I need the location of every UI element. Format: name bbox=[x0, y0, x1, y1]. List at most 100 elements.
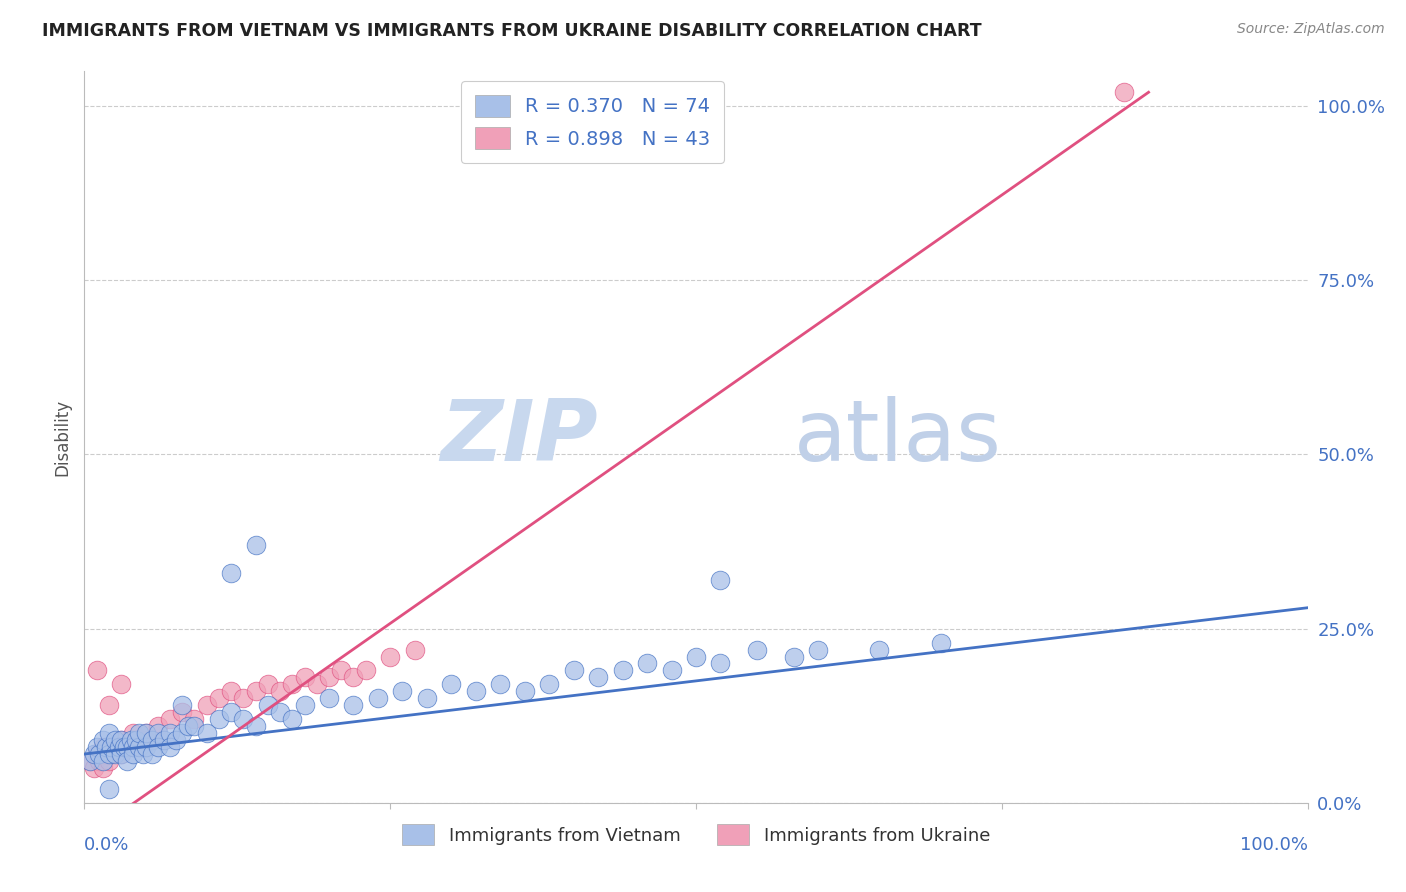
Point bbox=[269, 705, 291, 719]
Point bbox=[146, 726, 169, 740]
Point bbox=[318, 670, 340, 684]
Point bbox=[91, 754, 114, 768]
Point bbox=[232, 691, 254, 706]
Point bbox=[128, 740, 150, 755]
Point bbox=[354, 664, 377, 678]
Point bbox=[97, 747, 120, 761]
Point bbox=[132, 747, 155, 761]
Point bbox=[135, 726, 157, 740]
Point bbox=[83, 761, 105, 775]
Point bbox=[172, 705, 194, 719]
Point bbox=[104, 733, 127, 747]
Point bbox=[269, 684, 291, 698]
Point bbox=[79, 754, 101, 768]
Point bbox=[146, 719, 169, 733]
Point bbox=[86, 664, 108, 678]
Point bbox=[91, 740, 114, 755]
Point bbox=[100, 747, 122, 761]
Point bbox=[464, 684, 486, 698]
Point bbox=[685, 649, 707, 664]
Point bbox=[636, 657, 658, 671]
Point bbox=[177, 719, 200, 733]
Point bbox=[330, 664, 353, 678]
Point bbox=[612, 664, 634, 678]
Point bbox=[807, 642, 830, 657]
Point bbox=[281, 677, 304, 691]
Point bbox=[219, 705, 242, 719]
Point bbox=[104, 747, 127, 761]
Point bbox=[128, 726, 150, 740]
Point bbox=[183, 712, 205, 726]
Legend: Immigrants from Vietnam, Immigrants from Ukraine: Immigrants from Vietnam, Immigrants from… bbox=[395, 817, 997, 852]
Point bbox=[391, 684, 413, 698]
Point bbox=[153, 733, 176, 747]
Point bbox=[159, 726, 181, 740]
Point bbox=[489, 677, 512, 691]
Point bbox=[79, 754, 101, 768]
Point bbox=[380, 649, 402, 664]
Point bbox=[122, 740, 145, 755]
Point bbox=[342, 698, 364, 713]
Point bbox=[159, 712, 181, 726]
Point bbox=[232, 712, 254, 726]
Point bbox=[107, 740, 129, 755]
Point bbox=[208, 691, 231, 706]
Point bbox=[208, 712, 231, 726]
Point bbox=[110, 747, 132, 761]
Point bbox=[404, 642, 426, 657]
Point bbox=[245, 538, 267, 552]
Point bbox=[294, 698, 316, 713]
Point bbox=[709, 573, 731, 587]
Point bbox=[172, 698, 194, 713]
Point bbox=[87, 754, 110, 768]
Point bbox=[122, 747, 145, 761]
Point bbox=[440, 677, 463, 691]
Point bbox=[115, 740, 138, 755]
Point bbox=[97, 781, 120, 796]
Y-axis label: Disability: Disability bbox=[53, 399, 72, 475]
Point bbox=[586, 670, 609, 684]
Point bbox=[135, 740, 157, 755]
Text: Source: ZipAtlas.com: Source: ZipAtlas.com bbox=[1237, 22, 1385, 37]
Point bbox=[281, 712, 304, 726]
Point bbox=[141, 733, 163, 747]
Point bbox=[104, 740, 127, 755]
Point bbox=[122, 726, 145, 740]
Point bbox=[97, 740, 120, 755]
Point bbox=[562, 664, 585, 678]
Point bbox=[294, 670, 316, 684]
Point bbox=[100, 740, 122, 755]
Point bbox=[146, 740, 169, 755]
Point bbox=[96, 740, 118, 755]
Point bbox=[165, 733, 187, 747]
Point bbox=[661, 664, 683, 678]
Point bbox=[538, 677, 561, 691]
Point bbox=[87, 747, 110, 761]
Point bbox=[97, 726, 120, 740]
Point bbox=[1114, 85, 1136, 99]
Point bbox=[91, 733, 114, 747]
Point bbox=[86, 740, 108, 755]
Point bbox=[257, 698, 280, 713]
Point bbox=[83, 747, 105, 761]
Point bbox=[115, 740, 138, 755]
Point bbox=[120, 733, 142, 747]
Point bbox=[159, 740, 181, 755]
Point bbox=[135, 726, 157, 740]
Point bbox=[219, 566, 242, 580]
Point bbox=[245, 719, 267, 733]
Point bbox=[110, 733, 132, 747]
Point bbox=[141, 747, 163, 761]
Point bbox=[91, 761, 114, 775]
Point bbox=[929, 635, 952, 649]
Point bbox=[747, 642, 769, 657]
Point bbox=[416, 691, 439, 706]
Text: ZIP: ZIP bbox=[440, 395, 598, 479]
Point bbox=[869, 642, 891, 657]
Point bbox=[183, 719, 205, 733]
Point bbox=[783, 649, 806, 664]
Point bbox=[112, 740, 135, 755]
Point bbox=[110, 733, 132, 747]
Point bbox=[110, 747, 132, 761]
Point bbox=[97, 754, 120, 768]
